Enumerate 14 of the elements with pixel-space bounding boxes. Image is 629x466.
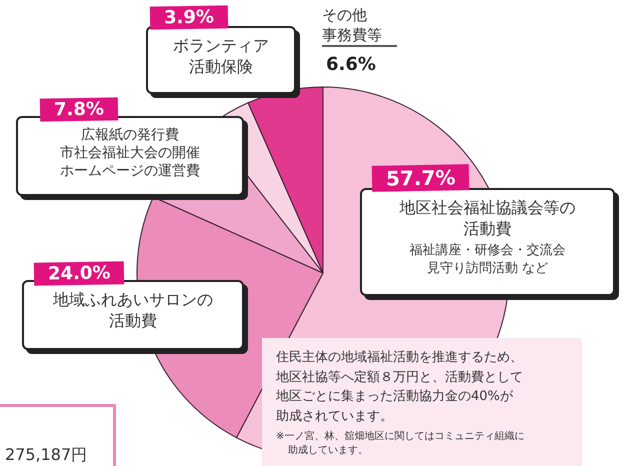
text: ※一ノ宮、林、舘畑地区に関してはコミュニティ組織に助成しています。: [276, 430, 526, 458]
data-label: 24.0%: [34, 261, 125, 286]
slice-label: その他事務費等: [322, 6, 397, 45]
text: 福祉講座・研修会・交流会見守り訪問活動 など: [410, 242, 566, 276]
slice-label: 広報紙の発行費市社会福祉大会の開催ホームページの運営費: [60, 126, 200, 181]
slice-label: ボランティア活動保険: [173, 36, 269, 78]
text: 住民主体の地域福祉活動を推進するため、地区社協等へ定額８万円と、活動費として地区ごとに集まった活動協力金の40%が助成されています。: [276, 349, 524, 426]
data-label: 57.7%: [372, 164, 470, 192]
data-label: 3.9%: [150, 5, 228, 30]
data-label: 6.6%: [326, 54, 376, 75]
text: 275,187円: [0, 404, 116, 466]
slice-label: 地域ふれあいサロンの活動費: [53, 290, 213, 332]
slice-label: 地区社会福祉協議会等の活動費: [400, 198, 576, 240]
data-label: 7.8%: [40, 97, 118, 122]
